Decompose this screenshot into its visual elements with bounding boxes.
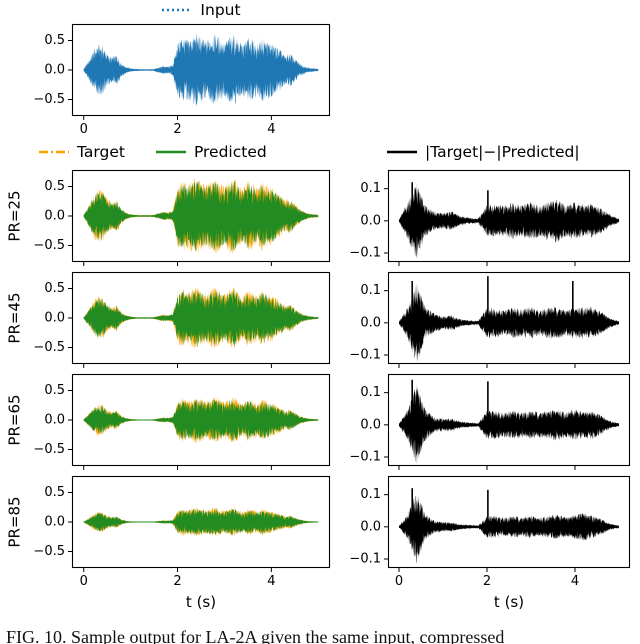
svg-text:0.0: 0.0 <box>44 63 65 78</box>
svg-text:0.0: 0.0 <box>360 213 381 228</box>
legend-target-label: Target <box>77 143 125 161</box>
predicted-legend-line-icon <box>155 150 186 154</box>
svg-text:0.5: 0.5 <box>44 33 65 48</box>
svg-text:−0.5: −0.5 <box>33 238 65 253</box>
svg-text:−0.5: −0.5 <box>33 92 65 107</box>
svg-text:−0.1: −0.1 <box>349 245 381 260</box>
svg-text:0.0: 0.0 <box>360 417 381 432</box>
x-axis-label-right: t (s) <box>493 593 525 611</box>
svg-text:4: 4 <box>267 122 275 137</box>
legend-input-label: Input <box>200 1 241 19</box>
legend-input: Input <box>72 1 330 19</box>
difference-plot-pr85: 0 2 4 0.1 0.0 −0.1 <box>349 475 631 589</box>
target-vs-predicted-plot-pr25: 0.5 0.0 −0.5 <box>33 169 331 266</box>
svg-text:−0.1: −0.1 <box>349 449 381 464</box>
legend-difference-label: |Target|−|Predicted| <box>425 143 580 161</box>
target-legend-line-icon <box>39 150 69 154</box>
legend-difference: |Target|−|Predicted| <box>386 143 580 161</box>
svg-text:−0.5: −0.5 <box>33 544 65 559</box>
legend-difference-item: |Target|−|Predicted| <box>386 143 580 161</box>
svg-text:4: 4 <box>267 574 275 589</box>
svg-text:0.0: 0.0 <box>44 515 65 530</box>
row-label-pr65: PR=65 <box>2 374 28 466</box>
row-label-pr45: PR=45 <box>2 272 28 364</box>
input-waveform-plot: 0 2 4 0.5 0.0 −0.5 <box>33 23 331 137</box>
svg-text:0.5: 0.5 <box>44 485 65 500</box>
target-vs-predicted-plot-pr45: 0.5 0.0 −0.5 <box>33 271 331 368</box>
target-vs-predicted-plot-pr65: 0.5 0.0 −0.5 <box>33 373 331 470</box>
svg-text:0.0: 0.0 <box>44 413 65 428</box>
svg-text:0.1: 0.1 <box>360 283 381 298</box>
difference-plot-pr25: 0.1 0.0 −0.1 <box>349 169 631 266</box>
row-label-pr25-text: PR=25 <box>6 190 24 242</box>
svg-text:2: 2 <box>483 574 491 589</box>
svg-text:4: 4 <box>571 574 579 589</box>
legend-input-item: Input <box>161 1 241 19</box>
svg-text:0.0: 0.0 <box>360 519 381 534</box>
svg-text:−0.5: −0.5 <box>33 442 65 457</box>
svg-text:0.0: 0.0 <box>360 315 381 330</box>
svg-text:0.0: 0.0 <box>44 311 65 326</box>
target-vs-predicted-plot-pr85: 0 2 4 0.5 0.0 −0.5 <box>33 475 331 589</box>
svg-text:0: 0 <box>395 574 403 589</box>
legend-target-predicted: Target Predicted <box>38 143 267 161</box>
svg-text:0.1: 0.1 <box>360 385 381 400</box>
svg-text:0.0: 0.0 <box>44 209 65 224</box>
svg-text:0: 0 <box>80 574 88 589</box>
svg-text:2: 2 <box>173 574 181 589</box>
difference-plot-pr45: 0.1 0.0 −0.1 <box>349 271 631 368</box>
row-label-pr85: PR=85 <box>2 476 28 568</box>
svg-text:−0.1: −0.1 <box>349 551 381 566</box>
svg-text:2: 2 <box>173 122 181 137</box>
row-label-pr65-text: PR=65 <box>6 394 24 446</box>
svg-text:0: 0 <box>80 122 88 137</box>
svg-text:−0.1: −0.1 <box>349 347 381 362</box>
difference-legend-line-icon <box>387 150 417 154</box>
svg-text:0.1: 0.1 <box>360 181 381 196</box>
row-label-pr85-text: PR=85 <box>6 496 24 548</box>
legend-predicted-item: Predicted <box>155 143 267 161</box>
difference-plot-pr65: 0.1 0.0 −0.1 <box>349 373 631 470</box>
row-label-pr45-text: PR=45 <box>6 292 24 344</box>
svg-text:0.5: 0.5 <box>44 281 65 296</box>
input-legend-line-icon <box>162 8 193 12</box>
svg-text:0.5: 0.5 <box>44 179 65 194</box>
legend-predicted-label: Predicted <box>193 143 267 161</box>
legend-target-item: Target <box>38 143 125 161</box>
row-label-pr25: PR=25 <box>2 170 28 262</box>
svg-text:−0.5: −0.5 <box>33 340 65 355</box>
svg-text:0.5: 0.5 <box>44 383 65 398</box>
figure-caption: FIG. 10. Sample output for LA-2A given t… <box>6 627 505 644</box>
svg-text:0.1: 0.1 <box>360 487 381 502</box>
x-axis-label-left: t (s) <box>185 593 217 611</box>
